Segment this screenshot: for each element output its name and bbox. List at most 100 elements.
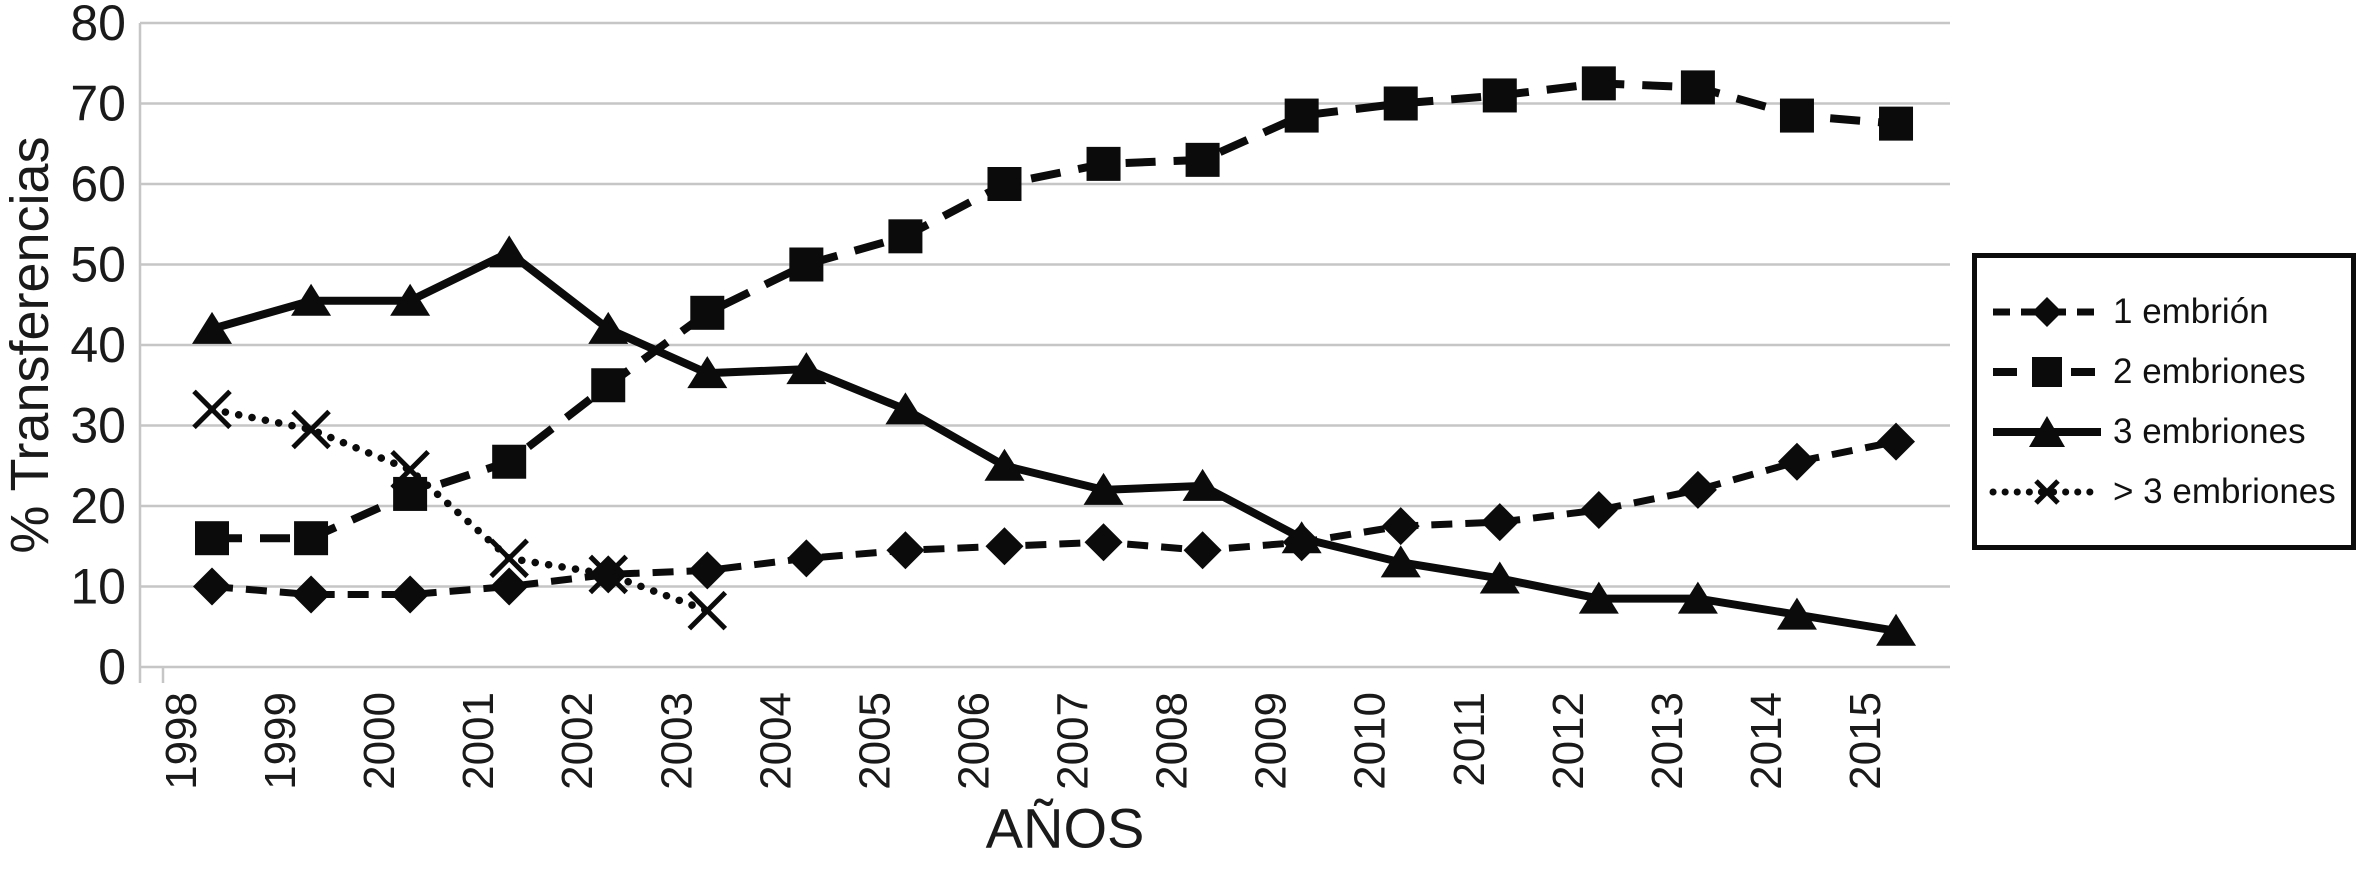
x-tick-label: 2003 [652, 692, 701, 790]
legend-label-3-embriones: 3 embriones [2113, 411, 2306, 451]
y-tick-label: 30 [70, 398, 126, 454]
data-point-square [690, 295, 725, 330]
series-line-2 [212, 79, 1897, 543]
data-point-diamond [1084, 523, 1123, 562]
y-axis-title: % Transferencias [0, 136, 60, 554]
data-point-square [1086, 146, 1121, 181]
data-point-square [1185, 142, 1220, 177]
series-line-4 [208, 405, 712, 615]
data-point-square [492, 444, 527, 479]
legend-label-2-embriones: 2 embriones [2113, 351, 2306, 391]
data-point-triangle [786, 352, 827, 385]
data-point-square [591, 368, 626, 403]
data-point-diamond [985, 527, 1024, 566]
x-tick-label: 2014 [1742, 692, 1791, 790]
legend-label-1-embrion: 1 embrión [2113, 291, 2269, 331]
data-point-triangle [192, 311, 232, 344]
data-point-square [987, 167, 1022, 201]
legend-item-2-embriones: 2 embriones [1989, 342, 2351, 402]
data-point-square [1779, 98, 1814, 133]
x-tick-label: 2015 [1841, 692, 1890, 790]
y-tick-label: 80 [70, 0, 126, 51]
data-point-x [588, 554, 629, 595]
data-point-square [195, 521, 229, 556]
y-tick-label: 0 [98, 639, 126, 695]
data-point-square [294, 521, 329, 556]
legend-label-mas-3-embriones: > 3 embriones [2113, 471, 2336, 511]
data-point-square [1680, 70, 1715, 105]
data-point-diamond [490, 567, 529, 606]
y-tick-label: 40 [70, 317, 126, 373]
data-point-square [1581, 66, 1616, 101]
data-point-diamond [787, 539, 826, 578]
data-point-triangle [291, 283, 332, 316]
data-point-triangle [984, 448, 1025, 481]
data-point-diamond [292, 575, 331, 614]
data-point-triangle [1776, 597, 1817, 630]
data-point-triangle [489, 235, 530, 268]
x-tick-label: 2010 [1346, 692, 1395, 790]
data-point-square [1383, 86, 1418, 121]
y-tick-label: 50 [70, 237, 126, 293]
data-point-triangle [885, 392, 926, 425]
data-point-triangle [1479, 561, 1520, 594]
data-point-triangle [1677, 581, 1718, 614]
legend-sample-dashed-square-icon [1993, 356, 2101, 387]
x-tick-label: 2011 [1445, 692, 1494, 787]
x-tick-label: 1999 [256, 692, 305, 790]
data-point-square [789, 247, 824, 282]
series-line-3 [210, 247, 1897, 635]
x-tick-label: 2013 [1643, 692, 1692, 790]
data-point-diamond [1579, 491, 1618, 530]
x-tick-label: 2007 [1049, 692, 1098, 790]
x-tick-label: 2008 [1148, 692, 1197, 790]
y-tick-label: 70 [70, 76, 126, 132]
y-tick-label: 20 [70, 478, 126, 534]
data-point-x [489, 538, 529, 579]
data-point-triangle [1182, 468, 1223, 501]
data-point-square [1482, 78, 1517, 113]
legend-sample-dotted-x-icon [1989, 478, 2105, 505]
x-tick-label: 1998 [157, 692, 206, 790]
data-point-x [192, 389, 232, 430]
data-point-triangle [687, 356, 728, 389]
data-point-square [1284, 98, 1319, 133]
data-point-diamond [1381, 507, 1420, 546]
data-point-x [687, 590, 728, 631]
legend-sample-solid-triangle-icon [1993, 415, 2101, 447]
x-tick-label: 2000 [355, 692, 404, 790]
y-tick-label: 60 [70, 156, 126, 212]
data-point-triangle [1380, 545, 1421, 578]
x-tick-label: 2004 [751, 692, 800, 790]
data-point-x [291, 409, 331, 450]
x-tick-label: 2001 [454, 692, 503, 790]
x-tick-label: 2012 [1544, 692, 1593, 790]
x-tick-label: 2002 [553, 692, 602, 790]
legend-item-3-embriones: 3 embriones [1989, 402, 2351, 462]
data-point-diamond [1777, 442, 1816, 481]
data-point-triangle [1876, 613, 1917, 646]
data-point-diamond [391, 575, 430, 614]
data-point-triangle [1578, 581, 1619, 614]
data-point-diamond [1480, 503, 1519, 542]
data-point-diamond [688, 551, 727, 590]
legend: 1 embrión 2 embriones 3 embriones > 3 em… [1972, 253, 2356, 550]
series-line-1 [211, 438, 1897, 599]
data-point-diamond [1183, 531, 1222, 570]
y-tick-label: 10 [70, 559, 126, 615]
data-point-diamond [886, 531, 925, 570]
x-tick-label: 2009 [1247, 692, 1296, 790]
x-tick-label: 2006 [949, 692, 998, 790]
legend-sample-dashed-diamond-icon [1993, 296, 2101, 327]
data-point-diamond [193, 567, 231, 606]
data-point-diamond [1877, 422, 1916, 461]
data-point-triangle [1083, 472, 1124, 505]
data-point-diamond [1678, 470, 1717, 509]
data-point-triangle [588, 311, 629, 344]
data-point-x [390, 450, 430, 490]
data-point-triangle [1281, 521, 1322, 554]
legend-item-1-embrion: 1 embrión [1989, 282, 2351, 342]
legend-item-mas-3-embriones: > 3 embriones [1989, 462, 2351, 522]
